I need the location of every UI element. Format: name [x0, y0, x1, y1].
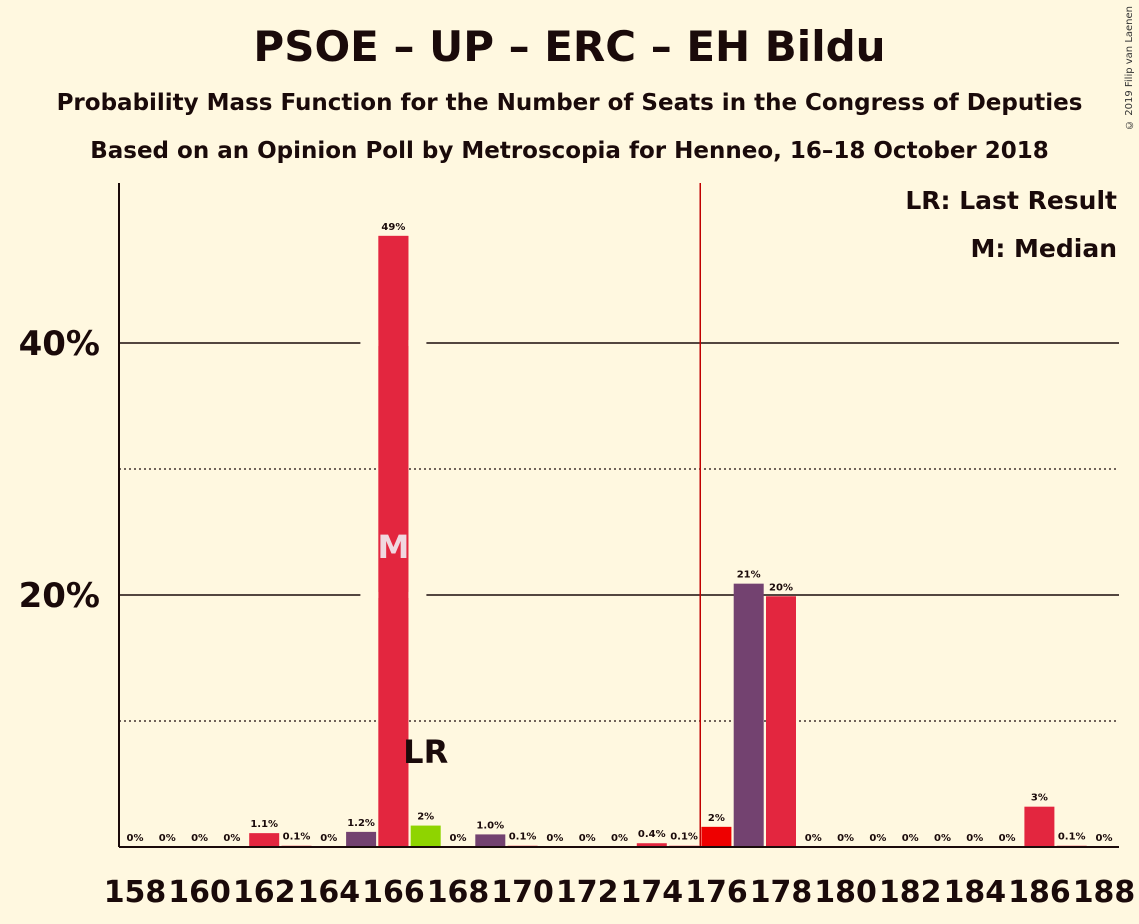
data-label: 0%	[546, 833, 563, 844]
x-tick-label: 164	[297, 875, 360, 910]
x-tick-label: 168	[427, 875, 490, 910]
data-label: 1.2%	[347, 818, 375, 829]
data-label: 21%	[737, 570, 761, 581]
chart-subtitle: Probability Mass Function for the Number…	[56, 90, 1083, 116]
x-tick-label: 180	[814, 875, 877, 910]
data-label: 0%	[902, 833, 919, 844]
bar-seat-167	[410, 825, 441, 847]
data-label: 0%	[579, 833, 596, 844]
x-tick-label: 172	[556, 875, 619, 910]
data-label: 0%	[127, 833, 144, 844]
data-label: 2%	[708, 813, 725, 824]
median-bar	[378, 235, 409, 847]
median-marker: M	[377, 528, 409, 566]
legend-median: M: Median	[970, 234, 1117, 263]
bar-seat-176	[701, 826, 732, 847]
data-label: 0.1%	[1058, 832, 1086, 843]
data-label: 0.4%	[638, 829, 666, 840]
data-label: 0%	[1096, 833, 1113, 844]
data-label: 0%	[966, 833, 983, 844]
data-label: 0.1%	[283, 832, 311, 843]
data-label: 1.0%	[476, 820, 504, 831]
data-label: 3%	[1031, 793, 1048, 804]
x-tick-label: 176	[685, 875, 748, 910]
data-label: 1.1%	[250, 819, 278, 830]
data-label: 0%	[934, 833, 951, 844]
x-tick-label: 182	[879, 875, 942, 910]
bar-seat-186	[1024, 806, 1055, 847]
data-label: 0.1%	[509, 832, 537, 843]
x-tick-label: 166	[362, 875, 425, 910]
x-tick-label: 186	[1008, 875, 1071, 910]
x-tick-label: 162	[233, 875, 296, 910]
x-tick-label: 170	[491, 875, 554, 910]
bar-seat-177	[733, 583, 764, 847]
bar-seat-174	[636, 843, 667, 847]
data-label: 49%	[381, 222, 405, 233]
data-label: 0%	[223, 833, 240, 844]
x-tick-label: 178	[750, 875, 813, 910]
data-label: 0%	[159, 833, 176, 844]
bar-seat-178	[766, 596, 796, 847]
legend-last-result: LR: Last Result	[905, 186, 1117, 215]
bar-seat-169	[475, 834, 506, 847]
data-label: 0%	[611, 833, 628, 844]
y-tick-label: 40%	[19, 324, 100, 364]
data-label: 0%	[805, 833, 822, 844]
x-tick-label: 174	[620, 875, 683, 910]
data-label: 0%	[320, 833, 337, 844]
x-tick-label: 158	[104, 875, 167, 910]
chart-title: PSOE – UP – ERC – EH Bildu	[253, 22, 886, 71]
data-label: 0%	[191, 833, 208, 844]
last-result-marker: LR	[403, 733, 448, 771]
x-tick-label: 160	[168, 875, 231, 910]
bar-seat-165	[346, 831, 377, 847]
data-label: 0%	[869, 833, 886, 844]
data-label: 0%	[450, 833, 467, 844]
data-label: 20%	[769, 582, 793, 593]
x-tick-label: 184	[943, 875, 1006, 910]
data-label: 0%	[999, 833, 1016, 844]
bar-seat-162	[249, 833, 280, 847]
x-tick-label: 188	[1073, 875, 1136, 910]
chart-source-line: Based on an Opinion Poll by Metroscopia …	[90, 138, 1049, 164]
data-label: 0.1%	[670, 832, 698, 843]
data-label: 0%	[837, 833, 854, 844]
y-tick-label: 20%	[19, 576, 100, 616]
data-label: 2%	[417, 812, 434, 823]
